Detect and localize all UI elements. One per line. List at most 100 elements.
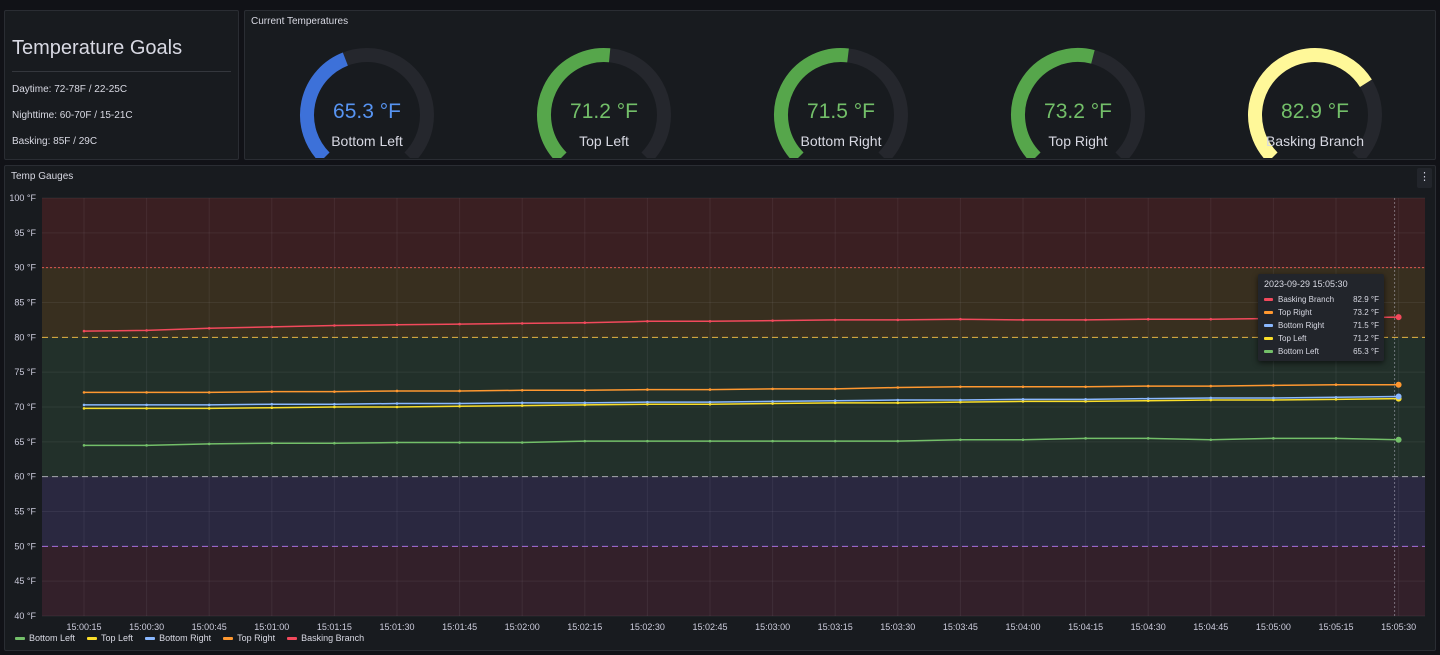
gauge-arc <box>537 48 671 158</box>
data-point <box>1146 399 1150 403</box>
data-point <box>1395 393 1402 400</box>
series-swatch <box>145 636 156 640</box>
gauge-top-left: 71.2 °F Top Left <box>524 33 684 158</box>
y-tick-label: 70 °F <box>14 402 36 412</box>
data-point <box>1146 437 1150 440</box>
data-point <box>1146 317 1150 321</box>
series-swatch <box>1264 337 1273 340</box>
x-tick-label: 15:03:30 <box>880 622 915 632</box>
data-point <box>1021 438 1025 442</box>
x-tick-label: 15:05:00 <box>1256 622 1291 632</box>
y-tick-label: 90 °F <box>14 263 36 273</box>
data-point <box>1021 400 1025 403</box>
tooltip-series-name: Top Right <box>1278 308 1312 317</box>
data-point <box>145 391 148 394</box>
chart-tooltip: 2023-09-29 15:05:30 Basking Branch 82.9 °… <box>1258 274 1384 361</box>
x-tick-label: 15:02:45 <box>692 622 727 632</box>
threshold-band <box>42 267 1425 338</box>
tooltip-series-value: 71.2 °F <box>1353 334 1379 343</box>
gauge-arc <box>774 48 908 158</box>
data-point <box>520 401 524 405</box>
series-line <box>84 437 1399 447</box>
y-tick-label: 80 °F <box>14 332 36 342</box>
temperature-goals-panel: Temperature Goals Daytime: 72-78F / 22-2… <box>4 10 239 160</box>
goal-basking: Basking: 85F / 29C <box>12 136 98 147</box>
data-point <box>458 389 461 393</box>
goals-title: Temperature Goals <box>12 37 183 59</box>
series-line <box>83 316 1399 332</box>
y-tick-label: 55 °F <box>14 507 36 517</box>
data-point <box>896 401 900 405</box>
legend-item[interactable]: Basking Branch <box>287 633 364 643</box>
gauge-label: Basking Branch <box>1265 133 1365 149</box>
x-tick-label: 15:03:15 <box>818 622 853 632</box>
data-point <box>145 403 148 407</box>
data-point <box>520 441 524 444</box>
data-point <box>1334 437 1338 440</box>
data-point <box>833 399 837 403</box>
tooltip-series-name: Bottom Right <box>1278 321 1325 330</box>
goal-nighttime: Nighttime: 60-70F / 15-21C <box>12 110 133 121</box>
gauge-value: 71.2 °F <box>570 100 638 123</box>
series-swatch <box>15 636 25 640</box>
tooltip-timestamp: 2023-09-29 15:05:30 <box>1264 279 1348 289</box>
current-temperatures-title[interactable]: Current Temperatures <box>251 16 349 27</box>
legend-item[interactable]: Bottom Left <box>15 633 75 643</box>
tooltip-series-value: 73.2 °F <box>1353 308 1379 317</box>
legend-item[interactable]: Top Right <box>223 633 275 643</box>
data-point <box>1021 385 1025 389</box>
data-point <box>583 401 587 405</box>
data-point <box>333 324 336 327</box>
data-point <box>82 407 86 410</box>
gauge-basking-branch: 82.9 °F Basking Branch <box>1235 33 1395 158</box>
x-tick-label: 15:01:00 <box>254 622 289 632</box>
y-tick-label: 95 °F <box>14 228 36 238</box>
data-point <box>771 319 774 322</box>
data-point <box>1146 397 1150 400</box>
time-series-chart[interactable]: 40 °F 45 °F 50 °F 55 °F 60 °F 65 °F 70 °F 75 °F… <box>5 166 1435 650</box>
data-point <box>145 407 148 410</box>
current-temperatures-panel: Current Temperatures 65.3 °F Bottom Left… <box>244 10 1436 160</box>
data-point <box>270 390 274 393</box>
data-point <box>82 444 86 447</box>
legend-label: Basking Branch <box>301 633 365 643</box>
legend-label: Top Right <box>237 633 276 643</box>
data-point <box>207 442 211 446</box>
data-point <box>207 391 211 394</box>
data-point <box>708 400 712 404</box>
data-point <box>1209 398 1213 402</box>
temp-gauges-title[interactable]: Temp Gauges <box>11 171 74 182</box>
y-tick-label: 40 °F <box>14 611 36 621</box>
legend-item[interactable]: Top Left <box>87 633 133 643</box>
data-point <box>1084 400 1087 403</box>
data-point <box>207 407 211 410</box>
data-point <box>458 322 461 326</box>
data-point <box>395 323 399 327</box>
data-point <box>959 398 962 402</box>
panel-menu-icon[interactable]: ⋮ <box>1417 168 1432 188</box>
data-point <box>458 405 461 408</box>
data-point <box>1395 381 1402 388</box>
gauge-top-right: 73.2 °F Top Right <box>998 33 1158 158</box>
legend-item[interactable]: Bottom Right <box>145 633 211 643</box>
data-point <box>646 439 649 443</box>
tooltip-row: Basking Branch 82.9 °F <box>1264 294 1379 305</box>
gauge-arc <box>1011 48 1145 158</box>
data-point <box>1272 396 1275 400</box>
x-tick-label: 15:01:15 <box>317 622 352 632</box>
series-line <box>84 397 1399 410</box>
data-point <box>1209 384 1213 388</box>
gauge-fill <box>1248 48 1372 158</box>
gauge-value: 82.9 °F <box>1281 100 1349 123</box>
series-swatch <box>1264 350 1273 353</box>
threshold-band <box>42 476 1425 547</box>
data-point <box>520 404 524 407</box>
goal-daytime: Daytime: 72-78F / 22-25C <box>12 84 128 95</box>
data-point <box>708 320 712 323</box>
data-point <box>959 438 962 442</box>
data-point <box>333 441 336 445</box>
data-point <box>896 318 900 322</box>
series-swatch <box>1264 311 1273 314</box>
data-point <box>1084 437 1087 440</box>
data-point <box>896 398 900 402</box>
